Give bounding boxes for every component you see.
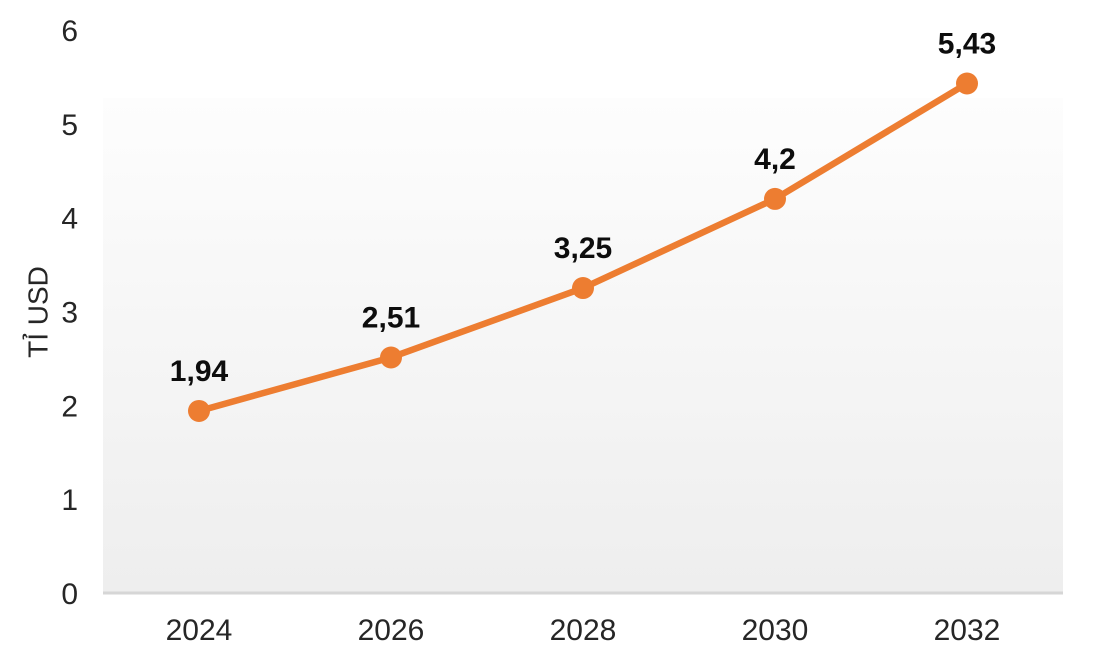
x-tick-label: 2028 [550,614,617,647]
data-point-marker-2028 [572,277,594,300]
y-tick-label: 4 [61,203,78,236]
y-tick-label: 3 [61,297,78,330]
y-tick-label: 5 [61,109,78,142]
data-point-label-2030: 4,2 [754,143,796,176]
data-point-marker-2024 [188,399,210,422]
data-point-marker-2030 [764,187,786,210]
y-tick-label: 0 [61,578,78,611]
x-tick-label: 2030 [742,614,809,647]
x-tick-label: 2032 [934,614,1001,647]
x-tick-label: 2024 [166,614,233,647]
data-point-label-2032: 5,43 [938,27,996,60]
data-point-label-2024: 1,94 [170,355,229,388]
y-axis-title: TỈ USD [22,266,54,358]
plot-area-background [103,98,1063,593]
y-tick-label: 1 [61,484,78,517]
data-point-marker-2026 [380,346,402,369]
data-point-label-2026: 2,51 [362,301,420,334]
y-tick-label: 6 [61,15,78,48]
plot-layer: 0 1 2 3 4 5 6 2024 2026 2028 2030 2032 1,94 2,51 3,25 4… [61,15,1063,647]
y-tick-label: 2 [61,390,78,423]
data-point-marker-2032 [956,72,978,95]
data-point-label-2028: 3,25 [554,232,612,265]
x-tick-label: 2026 [358,614,425,647]
